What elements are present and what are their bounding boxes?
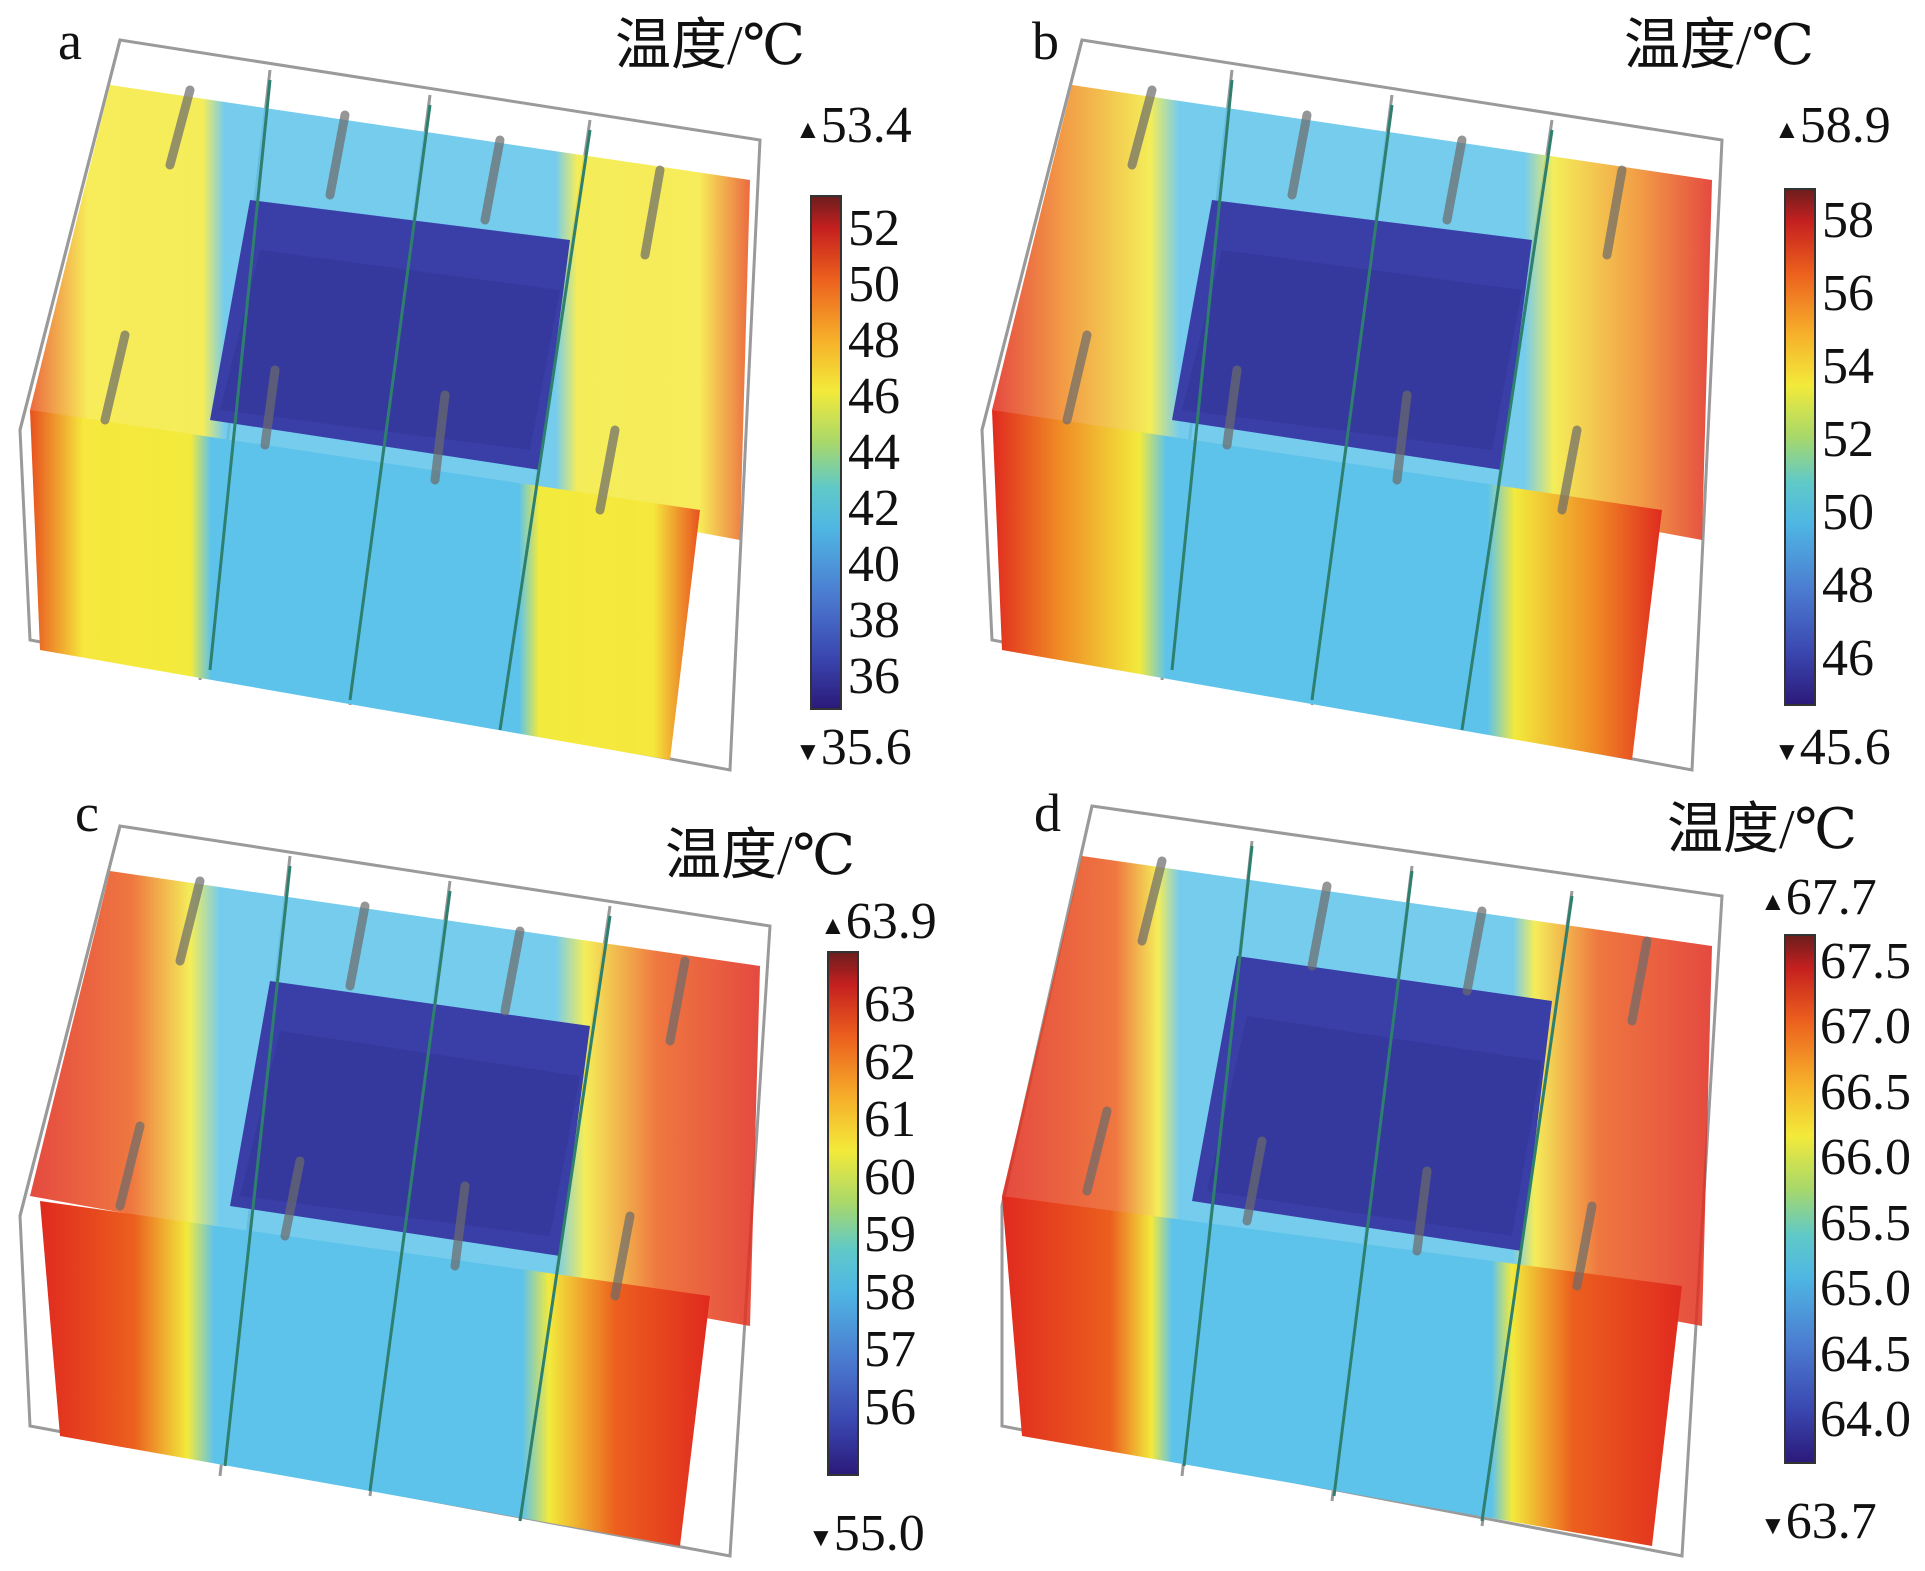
min-marker-icon: ▼ [1774,737,1800,767]
tick-label: 65.5 [1820,1194,1911,1252]
tick-label: 38 [848,592,900,649]
colorbar-max-c: ▲63.9 [820,893,937,950]
tick-label: 36 [848,648,900,705]
panel-letter-d: d [1034,786,1061,843]
tick-label: 65.0 [1820,1260,1911,1318]
tick-label: 67.5 [1820,933,1911,990]
tick-label: 60 [864,1148,916,1206]
colorbar-ticks-a: 52 50 48 46 44 42 40 38 36 [848,203,948,703]
tick-label: 50 [848,256,900,313]
panel-d: d 温度/℃ ▲67.7 67.5 67.0 66.5 66.0 65.5 65… [962,786,1924,1571]
max-marker-icon: ▲ [1760,887,1786,917]
min-marker-icon: ▼ [795,737,821,767]
colorbar-max-d: ▲67.7 [1760,869,1877,926]
tick-label: 62 [864,1033,916,1091]
tick-label: 42 [848,480,900,537]
colorbar-b [1784,188,1816,706]
colorbar-min-b: ▼45.6 [1774,719,1891,776]
colorbar-min-d: ▼63.7 [1760,1493,1877,1550]
panel-letter-c: c [75,786,99,843]
tick-label: 52 [848,200,900,257]
panel-c: c 温度/℃ ▲63.9 63 62 61 60 59 58 57 56 ▼55… [0,786,962,1571]
panel-a: a 温度/℃ ▲53.4 52 50 48 46 44 42 40 38 36 … [0,0,962,785]
colorbar-ticks-b: 58 56 54 52 50 48 46 [1822,195,1922,685]
panel-b: b 温度/℃ ▲58.9 58 56 54 52 50 48 46 ▼45.6 [962,0,1924,785]
tick-label: 59 [864,1206,916,1264]
tick-label: 50 [1822,484,1874,541]
tick-label: 40 [848,536,900,593]
max-marker-icon: ▲ [795,115,821,145]
tick-label: 46 [1822,630,1874,687]
colorbar-ticks-d: 67.5 67.0 66.5 66.0 65.5 65.0 64.5 64.0 [1820,936,1920,1446]
tick-label: 67.0 [1820,998,1911,1056]
tick-label: 44 [848,424,900,481]
tick-label: 48 [848,312,900,369]
min-marker-icon: ▼ [808,1523,834,1553]
colorbar-unit-label-c: 温度/℃ [665,825,856,887]
tick-label: 66.5 [1820,1063,1911,1121]
colorbar-max-a: ▲53.4 [795,97,912,154]
colorbar-ticks-c: 63 62 61 60 59 58 57 56 [864,979,954,1434]
colorbar-a [810,195,842,710]
tick-label: 64.5 [1820,1325,1911,1383]
temperature-field-render-d [1000,804,1724,1558]
colorbar-min-a: ▼35.6 [795,719,912,776]
max-marker-icon: ▲ [1774,115,1800,145]
tick-label: 61 [864,1091,916,1149]
tick-label: 56 [1822,265,1874,322]
tick-label: 54 [1822,338,1874,395]
colorbar-c [827,951,859,1476]
tick-label: 56 [864,1378,916,1436]
colorbar-unit-label-a: 温度/℃ [615,15,806,77]
tick-label: 46 [848,368,900,425]
colorbar-min-c: ▼55.0 [808,1505,925,1562]
tick-label: 48 [1822,557,1874,614]
colorbar-unit-label-b: 温度/℃ [1624,15,1815,77]
tick-label: 58 [864,1263,916,1321]
colorbar-unit-label-d: 温度/℃ [1667,799,1858,861]
colorbar-max-b: ▲58.9 [1774,97,1891,154]
panel-letter-a: a [58,11,82,71]
max-marker-icon: ▲ [820,911,846,941]
tick-label: 66.0 [1820,1129,1911,1187]
tick-label: 63 [864,976,916,1033]
temperature-field-render-b [980,38,1724,772]
colorbar-d [1784,934,1816,1464]
panel-letter-b: b [1032,11,1059,71]
tick-label: 64.0 [1820,1390,1911,1448]
tick-label: 58 [1822,192,1874,249]
temperature-field-render-a [18,38,762,772]
tick-label: 52 [1822,411,1874,468]
min-marker-icon: ▼ [1760,1511,1786,1541]
tick-label: 57 [864,1321,916,1379]
temperature-field-render-c [18,824,772,1558]
